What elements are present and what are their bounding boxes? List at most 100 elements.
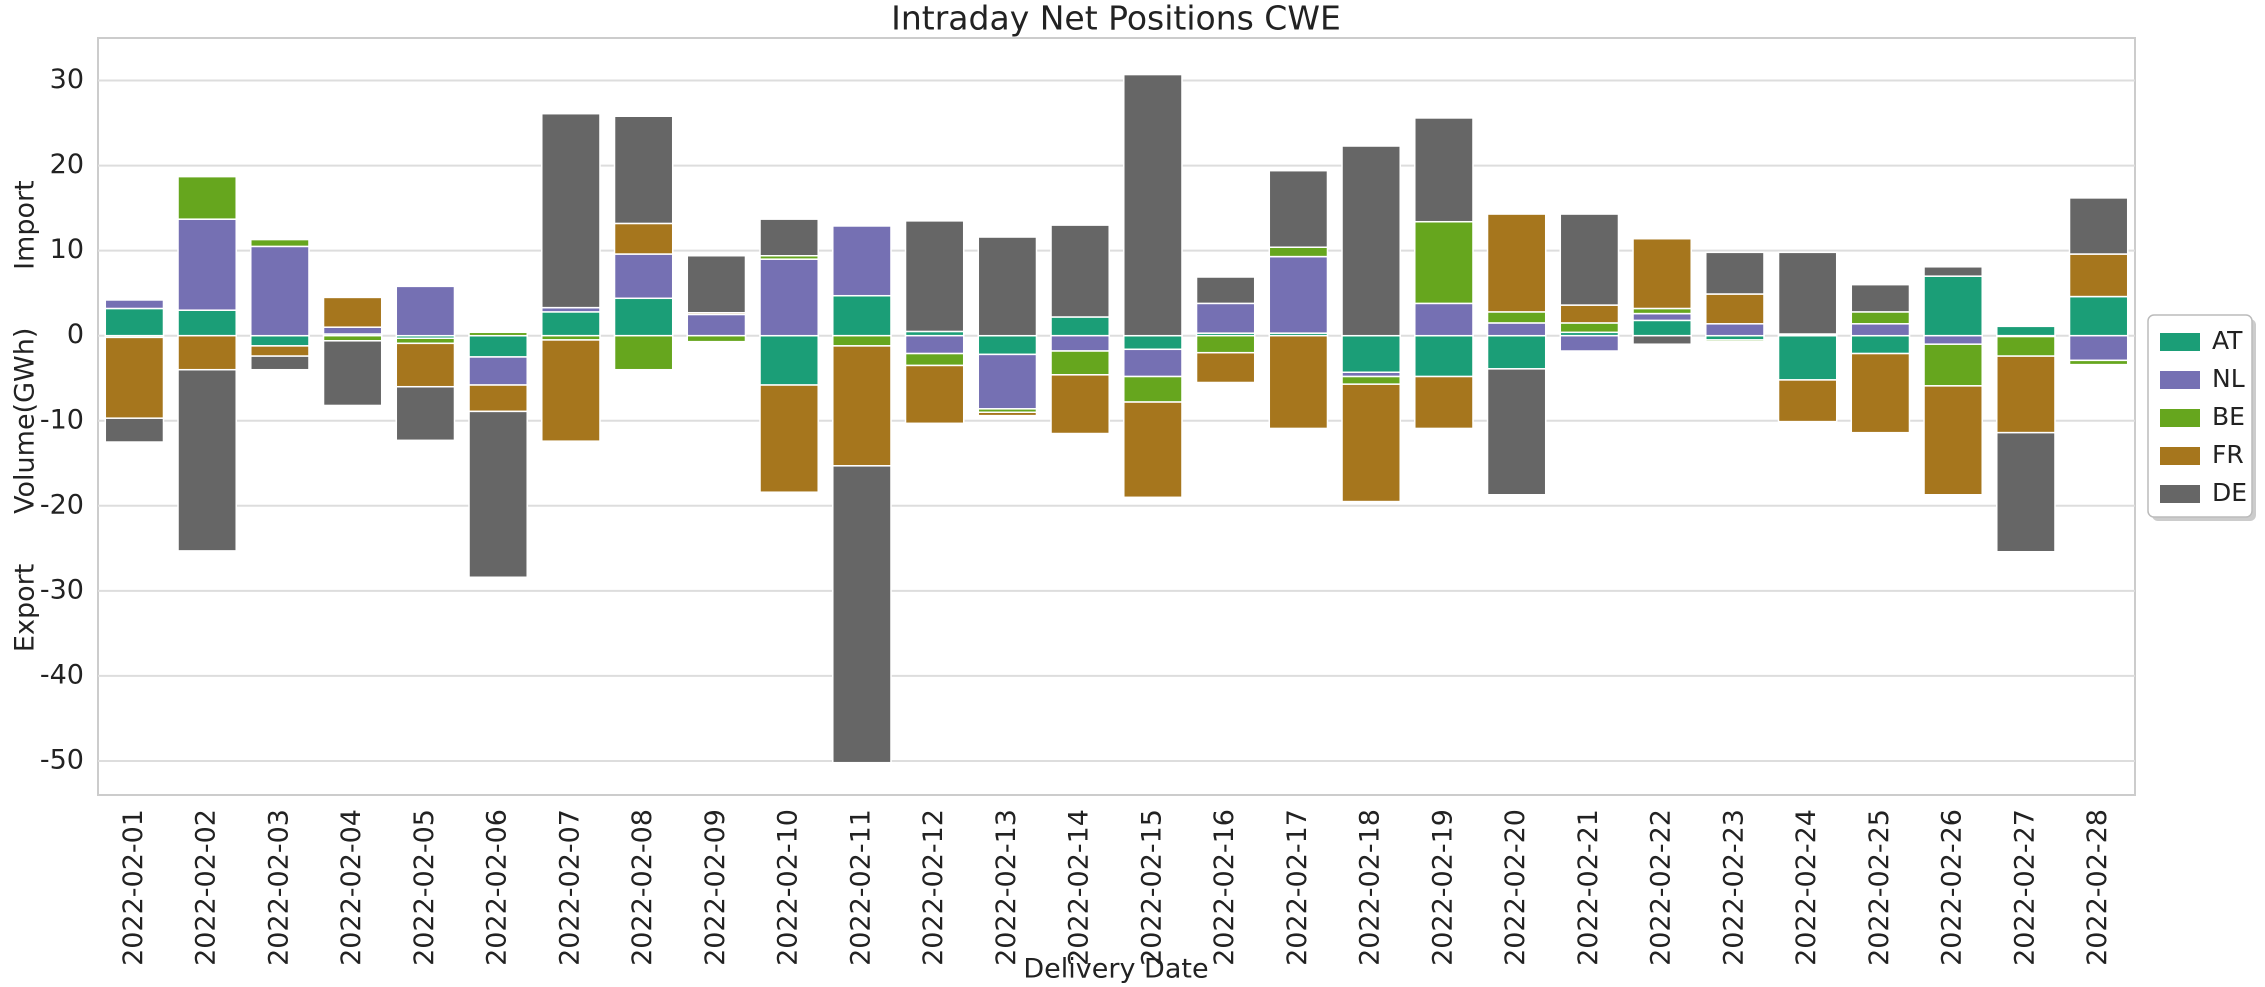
bar-segment — [250, 355, 310, 371]
y-tick-label: -20 — [40, 489, 84, 520]
bar-segment — [1850, 311, 1911, 325]
bar-segment — [1777, 251, 1838, 335]
bar-segment — [322, 334, 383, 342]
bar-segment — [1414, 334, 1474, 378]
x-tick-label: 2022-02-27 — [2009, 809, 2040, 966]
annotation: Export — [10, 564, 41, 652]
bar-segment — [1850, 352, 1911, 434]
bar-segment — [468, 356, 528, 386]
bar-segment — [1486, 334, 1547, 370]
x-tick-label: 2022-02-17 — [1282, 809, 1313, 966]
bar-segment — [1850, 334, 1911, 355]
bar-segment — [2068, 295, 2129, 337]
y-tick-label: 30 — [50, 64, 84, 95]
bar-segment — [250, 345, 310, 357]
bar-segment — [177, 334, 237, 371]
bar-segment — [1850, 283, 1911, 313]
y-tick-label: 0 — [67, 319, 84, 350]
legend-swatch — [2160, 333, 2200, 351]
legend-swatch — [2160, 447, 2200, 465]
bar-segment — [177, 218, 237, 311]
bar-segment — [1050, 350, 1110, 376]
x-tick-label: 2022-02-06 — [482, 809, 513, 966]
bar-segment — [1996, 431, 2056, 553]
bar-segment — [832, 334, 892, 347]
bar-segment — [686, 334, 747, 343]
x-tick-label: 2022-02-23 — [1718, 809, 1749, 966]
bar-segment — [977, 334, 1038, 356]
bar-segment — [904, 220, 965, 333]
bar-segment — [1559, 304, 1620, 324]
bar-segment — [1050, 374, 1110, 435]
bar-segment — [759, 258, 819, 337]
bar-segment — [250, 245, 310, 337]
bar-segment — [1123, 73, 1183, 337]
bar-segment — [1705, 339, 1765, 343]
bar-segment — [1195, 351, 1256, 384]
bar-segment — [686, 254, 747, 314]
legend-label: DE — [2212, 478, 2247, 507]
bar-segment — [322, 296, 383, 328]
bar-segment — [1923, 275, 1983, 337]
bar-segment — [395, 342, 456, 388]
bar-segment — [1777, 334, 1838, 381]
bar-segment — [904, 364, 965, 425]
x-tick-label: 2022-02-03 — [263, 809, 294, 966]
bar-segment — [395, 285, 456, 337]
y-tick-label: -10 — [40, 404, 84, 435]
x-tick-label: 2022-02-26 — [1937, 809, 1968, 966]
bar-segment — [1195, 276, 1256, 305]
x-tick-label: 2022-02-05 — [409, 809, 440, 966]
bar-segment — [759, 334, 819, 386]
bar-segment — [613, 297, 674, 337]
bar-segment — [1341, 145, 1401, 337]
bar-segment — [904, 352, 965, 367]
bar-segment — [468, 334, 528, 358]
bar-segment — [395, 385, 456, 442]
y-axis-label: Volume(GWh) — [10, 328, 41, 514]
bar-segment — [1632, 319, 1692, 337]
bar-segment — [1632, 237, 1692, 310]
x-tick-label: 2022-02-11 — [845, 809, 876, 966]
legend-label: NL — [2212, 364, 2245, 393]
legend-swatch — [2160, 485, 2200, 503]
y-tick-label: -50 — [40, 744, 84, 775]
bar-segment — [1996, 355, 2056, 434]
x-tick-label: 2022-02-09 — [700, 809, 731, 966]
bar-segment — [1632, 334, 1692, 345]
bar-segment — [177, 309, 237, 337]
x-tick-label: 2022-02-08 — [627, 809, 658, 966]
bar-segment — [1486, 322, 1547, 337]
bar-segment — [832, 465, 892, 764]
bar-segment — [1268, 255, 1329, 334]
bar-segment — [1486, 213, 1547, 313]
bar-segment — [613, 222, 674, 255]
y-tick-label: 10 — [50, 234, 84, 265]
bar-segment — [1559, 334, 1620, 352]
bar-segment — [759, 218, 819, 257]
bar-segment — [2068, 359, 2129, 366]
legend-swatch — [2160, 371, 2200, 389]
chart-title: Intraday Net Positions CWE — [891, 0, 1341, 38]
bar-segment — [250, 238, 310, 248]
x-tick-label: 2022-02-21 — [1573, 809, 1604, 966]
bar-segment — [250, 334, 310, 347]
bar-segment — [686, 313, 747, 337]
bar-segment — [832, 345, 892, 467]
bar-segment — [1705, 323, 1765, 337]
bar-segment — [1414, 302, 1474, 337]
bar-segment — [1777, 379, 1838, 423]
bar-segment — [1123, 334, 1183, 351]
y-tick-label: -30 — [40, 574, 84, 605]
x-tick-label: 2022-02-15 — [1136, 809, 1167, 966]
bar-segment — [1123, 401, 1183, 499]
bar-segment — [1705, 251, 1765, 295]
x-tick-label: 2022-02-28 — [2082, 809, 2113, 966]
bar-segment — [613, 115, 674, 225]
bar-segment — [541, 311, 601, 337]
x-tick-label: 2022-02-02 — [191, 809, 222, 966]
y-tick-label: 20 — [50, 149, 84, 180]
bar-segment — [541, 339, 601, 442]
legend-swatch — [2160, 409, 2200, 427]
bar-segment — [468, 384, 528, 413]
